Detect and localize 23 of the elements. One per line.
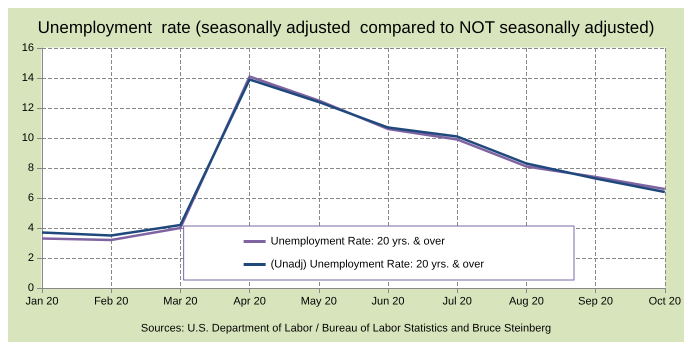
y-tick-label: 10 xyxy=(22,132,34,144)
legend-label: Unemployment Rate: 20 yrs. & over xyxy=(270,236,446,248)
x-tick-label: May 20 xyxy=(300,296,337,308)
y-tick-label: 6 xyxy=(28,192,34,204)
y-tick-label: 2 xyxy=(28,252,34,264)
x-tick-label: Mar 20 xyxy=(163,296,198,308)
x-tick-label: Jul 20 xyxy=(442,296,472,308)
legend-label: (Unadj) Unemployment Rate: 20 yrs. & over xyxy=(270,258,484,270)
x-tick-label: Jan 20 xyxy=(25,296,59,308)
chart-title: Unemployment rate (seasonally adjusted compared to NOT seasonally adjusted) xyxy=(38,18,654,37)
y-tick-label: 14 xyxy=(22,72,34,84)
x-tick-label: Jun 20 xyxy=(371,296,405,308)
y-tick-label: 0 xyxy=(28,282,34,294)
x-tick-label: Aug 20 xyxy=(508,296,544,308)
source-note: Sources: U.S. Department of Labor / Bureau of Labor Statistics and Bruce Steinberg xyxy=(140,322,552,334)
y-tick-label: 8 xyxy=(28,162,34,174)
x-tick-label: Apr 20 xyxy=(233,296,266,308)
y-tick-label: 12 xyxy=(22,102,34,114)
y-tick-label: 16 xyxy=(22,42,34,54)
x-tick-label: Feb 20 xyxy=(94,296,128,308)
x-tick-label: Oct 20 xyxy=(648,296,681,308)
x-tick-label: Sep 20 xyxy=(578,296,614,308)
y-tick-label: 4 xyxy=(28,222,34,234)
